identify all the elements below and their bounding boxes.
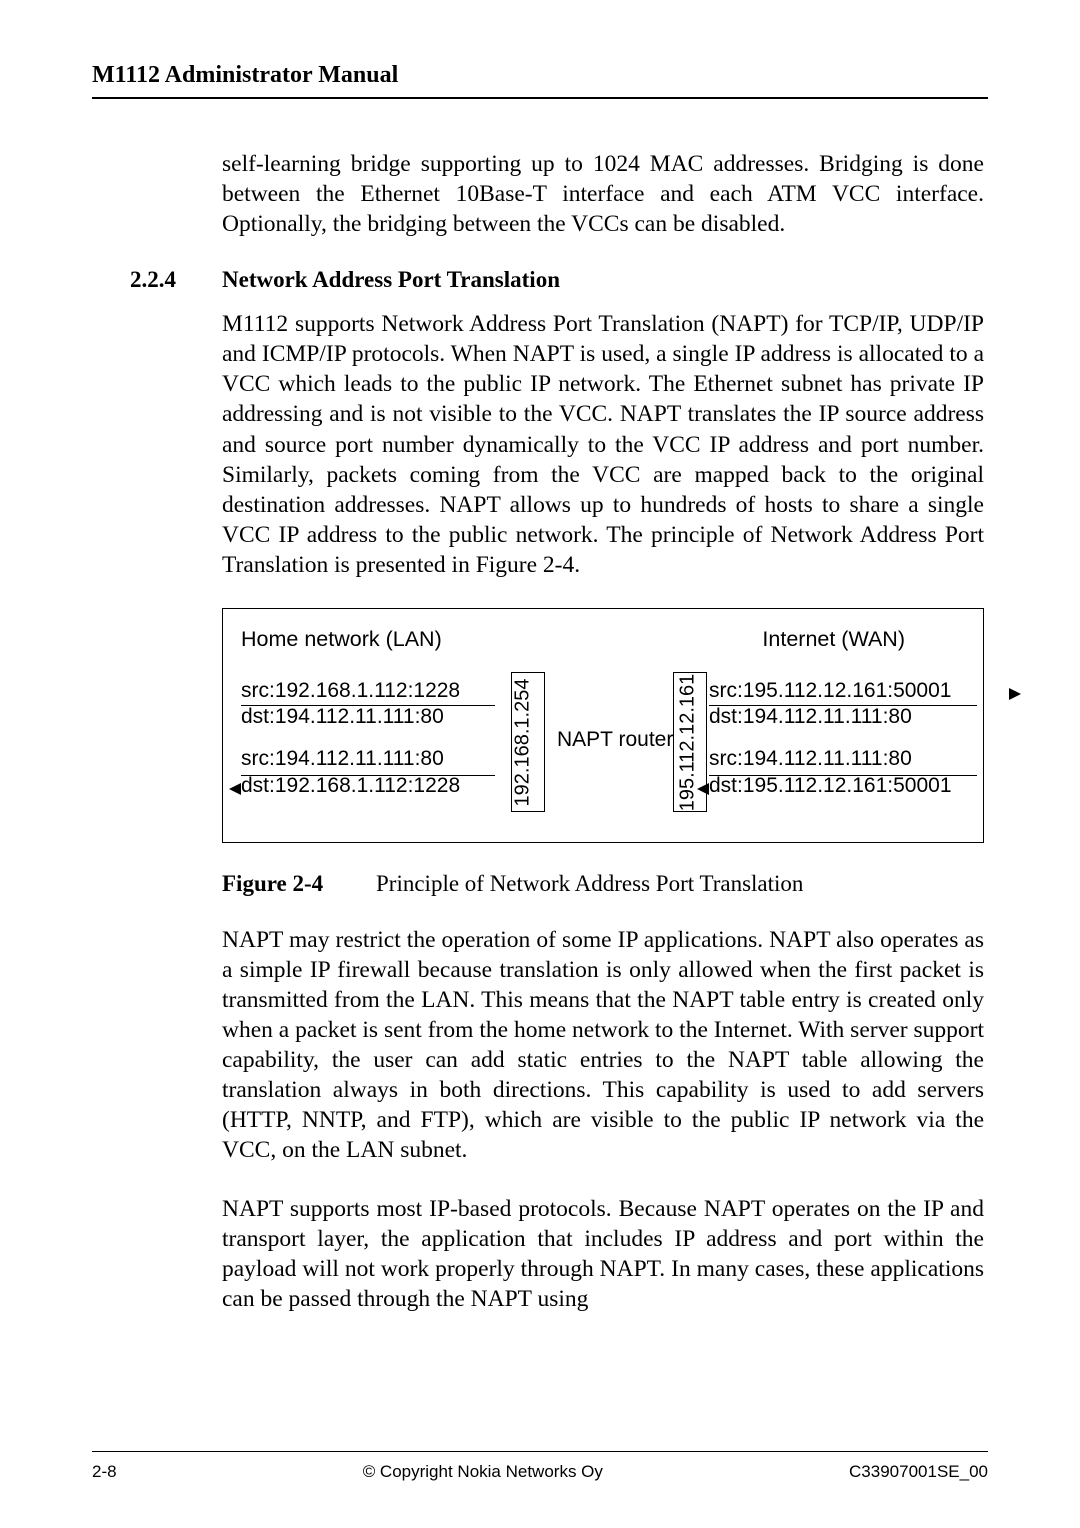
- after-paragraph-1: NAPT may restrict the operation of some …: [222, 925, 984, 1166]
- right-ip: 195.112.12.161: [676, 674, 699, 812]
- page-footer: 2-8 © Copyright Nokia Networks Oy C33907…: [92, 1451, 988, 1482]
- figure-caption: Figure 2-4 Principle of Network Address …: [222, 871, 984, 897]
- page-number: 2-8: [92, 1462, 117, 1482]
- wan-column: src:195.112.12.161:50001 dst:194.112.11.…: [709, 678, 1009, 799]
- figure-caption-text: Principle of Network Address Port Transl…: [376, 871, 803, 897]
- figure-caption-label: Figure 2-4: [222, 871, 376, 897]
- wan-arrow-line: [709, 775, 977, 776]
- wan-row: dst:194.112.11.111:80: [709, 704, 1009, 730]
- copyright: © Copyright Nokia Networks Oy: [117, 1462, 849, 1482]
- lan-row: dst:194.112.11.111:80: [241, 704, 511, 730]
- footer-rule: [92, 1451, 988, 1452]
- figure-body: src:192.168.1.112:1228 dst:194.112.11.11…: [241, 678, 965, 818]
- figure-box: Home network (LAN) Internet (WAN) src:19…: [222, 608, 984, 843]
- after-paragraph-2: NAPT supports most IP-based protocols. B…: [222, 1194, 984, 1314]
- section-title: Network Address Port Translation: [222, 267, 560, 293]
- lan-row: dst:192.168.1.112:1228: [241, 773, 511, 799]
- doc-id: C33907001SE_00: [849, 1462, 988, 1482]
- lan-arrow-line: [241, 775, 495, 776]
- lan-column: src:192.168.1.112:1228 dst:194.112.11.11…: [241, 678, 511, 799]
- header-rule: [92, 97, 988, 99]
- lan-row: src:192.168.1.112:1228: [241, 678, 511, 704]
- router-label: NAPT router: [557, 728, 673, 752]
- wan-row: dst:195.112.12.161:50001: [709, 773, 1009, 799]
- section-number: 2.2.4: [92, 267, 222, 293]
- wan-row: src:195.112.12.161:50001: [709, 678, 1009, 704]
- wan-arrow-line: [709, 705, 977, 706]
- wan-title: Internet (WAN): [762, 627, 905, 652]
- left-ip: 192.168.1.254: [511, 678, 534, 806]
- lan-title: Home network (LAN): [241, 627, 442, 652]
- section-paragraph: M1112 supports Network Address Port Tran…: [222, 309, 984, 580]
- running-head: M1112 Administrator Manual: [92, 62, 988, 89]
- lan-arrow-line: [241, 705, 495, 706]
- lan-row: src:194.112.11.111:80: [241, 746, 511, 772]
- wan-row: src:194.112.11.111:80: [709, 746, 1009, 772]
- left-ip-box: 192.168.1.254: [511, 672, 545, 812]
- intro-paragraph: self-learning bridge supporting up to 10…: [222, 149, 984, 239]
